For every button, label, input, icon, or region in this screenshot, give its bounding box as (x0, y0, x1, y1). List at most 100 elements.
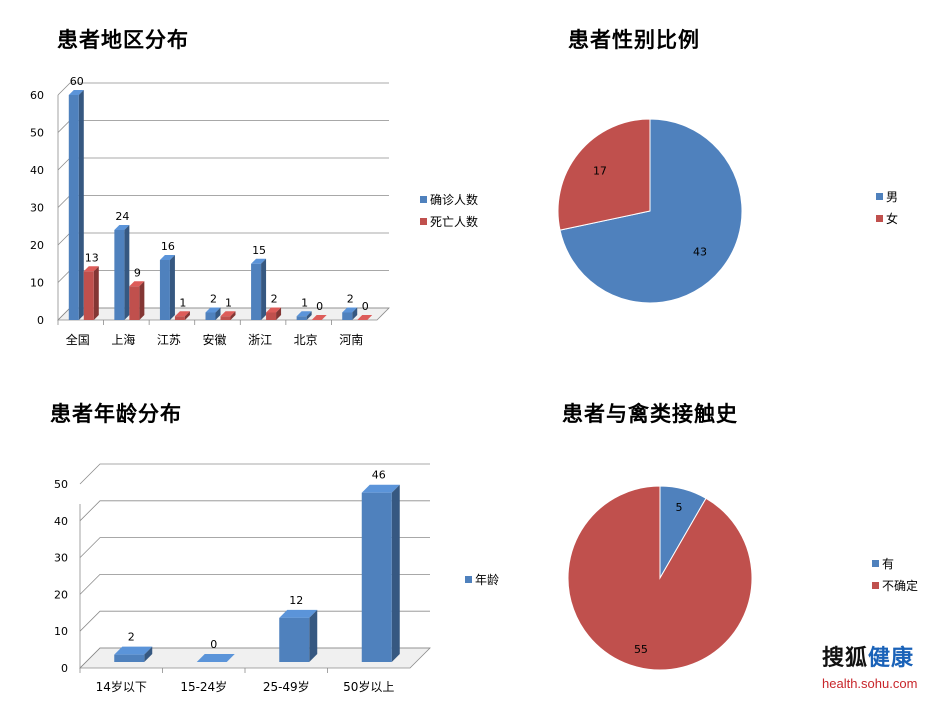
region-y-tick-label: 20 (30, 239, 44, 252)
age-data-label: 46 (372, 469, 386, 482)
region-bar-confirmed-side (78, 90, 84, 320)
legend-swatch-female (876, 214, 883, 222)
region-gridline (57, 157, 389, 171)
chart-title-gender: 患者性别比例 (568, 28, 700, 52)
age-gridline (79, 574, 430, 595)
region-bar-confirmed-side (261, 258, 267, 320)
brand-logo-part1: 搜狐 (822, 646, 869, 671)
region-x-tick-label: 河南 (339, 332, 363, 347)
age-y-tick-label: 50 (54, 478, 68, 491)
poultry-data-label: 5 (676, 501, 683, 514)
chart-title-poultry: 患者与禽类接触史 (562, 402, 738, 426)
region-bar-deaths-side (184, 311, 190, 320)
chart-title-region: 患者地区分布 (57, 28, 189, 52)
age-bar-top (114, 646, 153, 655)
region-y-tick-label: 0 (37, 314, 44, 327)
region-y-tick-label: 40 (30, 164, 44, 177)
age-bar (114, 654, 145, 662)
region-bar-deaths (174, 316, 185, 320)
region-bar-deaths (129, 286, 140, 320)
age-bar-side (144, 646, 153, 662)
age-gridline (79, 647, 430, 669)
region-gridline (57, 82, 389, 96)
age-gridline (79, 610, 430, 632)
region-bar-confirmed (205, 312, 216, 320)
gender-data-label: 17 (593, 164, 607, 177)
region-bar-confirmed (296, 316, 307, 320)
brand-logo-part2: 健康 (868, 646, 915, 671)
age-x-tick-label: 25-49岁 (263, 679, 310, 694)
region-data-label: 15 (252, 244, 266, 257)
age-bar (361, 492, 392, 662)
region-bar-confirmed-side (306, 311, 312, 320)
age-bar-side (391, 484, 400, 662)
region-data-label: 0 (316, 300, 323, 313)
age-gridline (79, 537, 430, 558)
region-bar-deaths (266, 312, 277, 320)
legend-swatch-uncertain (872, 581, 879, 589)
region-bar-deaths-side (93, 266, 99, 320)
legend-label-age: 年龄 (475, 572, 500, 587)
region-data-label: 1 (179, 296, 186, 309)
gender-data-label: 43 (693, 246, 707, 259)
brand-url: health.sohu.com (822, 676, 918, 691)
region-data-label: 2 (210, 293, 217, 306)
poultry-data-label: 55 (634, 643, 648, 656)
gender-slice-0 (559, 118, 743, 304)
region-bar-confirmed-side (352, 307, 358, 320)
age-y-tick-label: 0 (61, 662, 68, 675)
region-x-tick-label: 北京 (294, 333, 318, 347)
region-data-label: 16 (161, 240, 175, 253)
legend-label-female: 女 (886, 211, 899, 226)
legend-label-deaths: 死亡人数 (430, 214, 479, 229)
region-gridline (57, 195, 389, 208)
region-data-label: 1 (301, 296, 308, 309)
region-bar-confirmed (159, 260, 170, 320)
legend-swatch-yes (872, 559, 879, 567)
region-bar-deaths (83, 271, 94, 320)
age-bar-top (361, 484, 400, 493)
region-bar-confirmed (342, 312, 353, 320)
legend-swatch-deaths (420, 217, 427, 225)
age-y-tick-label: 30 (54, 552, 68, 565)
region-bar-deaths-top (311, 315, 327, 320)
region-bar-confirmed-side (169, 255, 175, 320)
age-y-tick-label: 40 (54, 515, 68, 528)
region-bar-deaths-side (139, 281, 145, 320)
brand-logo: 搜狐健康 health.sohu.com (822, 640, 942, 691)
age-bar-top (279, 609, 318, 618)
region-bar-confirmed-top (114, 225, 130, 230)
legend-swatch-confirmed (420, 195, 427, 203)
age-gridline (79, 463, 430, 485)
region-x-tick-label: 全国 (66, 332, 90, 347)
region-data-label: 60 (70, 75, 84, 88)
legend-swatch-male (876, 192, 883, 200)
age-x-tick-label: 50岁以上 (343, 679, 394, 694)
region-data-label: 0 (362, 300, 369, 313)
region-x-tick-label: 江苏 (157, 333, 181, 347)
region-bar-deaths-side (230, 311, 236, 320)
region-bar-confirmed-side (124, 225, 130, 320)
region-bar-deaths-side (276, 307, 282, 320)
region-x-tick-label: 上海 (111, 332, 135, 347)
age-bar-side (309, 609, 318, 662)
age-data-label: 0 (210, 638, 217, 651)
region-data-label: 13 (85, 251, 99, 264)
legend-poultry: 有 不确定 (872, 552, 918, 596)
legend-gender: 男 女 (876, 185, 898, 229)
region-bar-confirmed (251, 263, 262, 320)
region-data-label: 2 (271, 293, 278, 306)
region-gridline (57, 120, 389, 133)
age-y-tick-label: 20 (54, 588, 68, 601)
region-x-tick-label: 浙江 (248, 333, 272, 347)
region-data-label: 24 (115, 210, 129, 223)
region-data-label: 2 (347, 293, 354, 306)
region-bar-deaths-top (357, 315, 373, 320)
region-x-tick-label: 安徽 (202, 332, 226, 347)
region-bar-deaths (220, 316, 231, 320)
legend-label-yes: 有 (882, 556, 895, 571)
region-y-tick-label: 30 (30, 202, 44, 215)
age-x-tick-label: 14岁以下 (96, 679, 147, 694)
region-y-tick-label: 60 (30, 89, 44, 102)
